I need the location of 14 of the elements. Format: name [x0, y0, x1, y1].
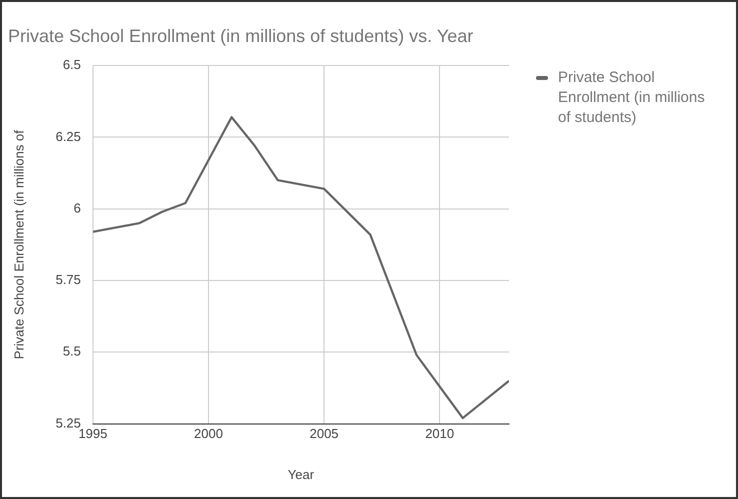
y-tick-label: 5.5	[62, 344, 81, 359]
x-axis-title: Year	[288, 466, 315, 482]
y-axis-title: Private School Enrollment (in millions of	[11, 130, 26, 360]
y-tick-label: 5.75	[56, 272, 81, 288]
x-tick-label: 2010	[425, 426, 454, 442]
x-tick-label: 2005	[310, 426, 339, 442]
chart-title: Private School Enrollment (in millions of students) vs. Year	[8, 26, 474, 46]
x-tick-label: 2000	[194, 426, 223, 442]
x-tick-label: 1995	[78, 426, 108, 442]
y-tick-label: 6.5	[62, 57, 81, 72]
y-tick-label: 5.25	[56, 415, 81, 430]
y-tick-label: 6	[74, 200, 81, 216]
legend-label: Private School Enrollment (in millions of students)	[558, 68, 706, 128]
y-tick-label: 6.25	[56, 128, 81, 144]
